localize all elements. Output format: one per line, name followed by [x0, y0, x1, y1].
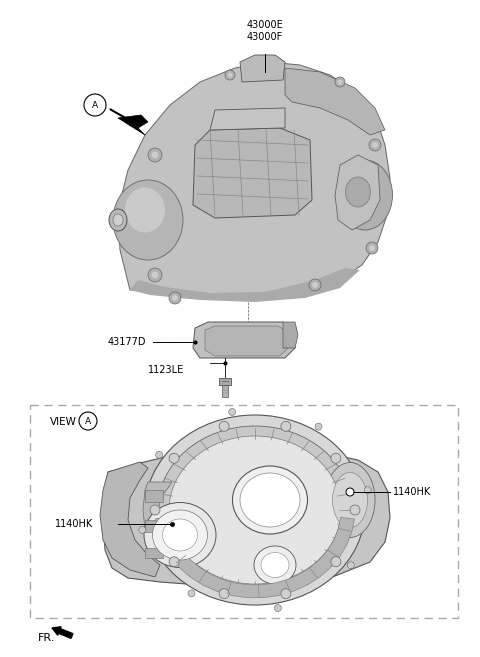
Ellipse shape: [240, 473, 300, 527]
Ellipse shape: [254, 546, 296, 584]
Circle shape: [169, 292, 181, 304]
Circle shape: [228, 72, 232, 78]
Circle shape: [152, 152, 158, 158]
Polygon shape: [118, 115, 148, 135]
Circle shape: [139, 526, 146, 533]
Ellipse shape: [163, 519, 197, 551]
Circle shape: [225, 70, 235, 80]
Ellipse shape: [153, 510, 207, 560]
Ellipse shape: [333, 472, 368, 528]
Text: 1123LE: 1123LE: [148, 365, 184, 375]
Circle shape: [312, 282, 318, 288]
Circle shape: [156, 451, 163, 458]
Circle shape: [372, 142, 378, 148]
Circle shape: [309, 279, 321, 291]
Polygon shape: [193, 322, 295, 358]
Text: VIEW: VIEW: [50, 417, 77, 427]
Polygon shape: [285, 68, 385, 135]
Polygon shape: [143, 482, 175, 548]
Circle shape: [219, 421, 229, 431]
Ellipse shape: [113, 214, 123, 226]
Ellipse shape: [232, 466, 308, 534]
Bar: [222, 385, 228, 397]
Bar: [145, 548, 163, 558]
Bar: [145, 520, 163, 532]
Text: 1140HK: 1140HK: [393, 487, 431, 497]
Circle shape: [350, 505, 360, 515]
Circle shape: [369, 245, 375, 251]
Circle shape: [188, 590, 195, 597]
Polygon shape: [100, 462, 160, 577]
Circle shape: [84, 94, 106, 116]
Ellipse shape: [145, 415, 365, 605]
Circle shape: [152, 271, 158, 279]
Text: FR.: FR.: [38, 633, 55, 643]
Bar: [30, 405, 458, 618]
Circle shape: [335, 77, 345, 87]
Circle shape: [150, 505, 160, 515]
Circle shape: [369, 139, 381, 151]
FancyArrow shape: [52, 627, 73, 639]
Bar: [145, 490, 163, 502]
Ellipse shape: [144, 503, 216, 568]
Polygon shape: [240, 55, 285, 82]
Circle shape: [228, 409, 236, 415]
Ellipse shape: [157, 426, 352, 594]
Circle shape: [148, 268, 162, 282]
Circle shape: [79, 412, 97, 430]
Text: 1140HK: 1140HK: [55, 519, 93, 529]
Circle shape: [172, 295, 178, 301]
Text: A: A: [92, 101, 98, 110]
Circle shape: [281, 421, 291, 431]
Circle shape: [315, 423, 322, 430]
Polygon shape: [103, 449, 390, 586]
Circle shape: [364, 487, 371, 493]
Circle shape: [281, 589, 291, 599]
Ellipse shape: [337, 160, 393, 230]
Ellipse shape: [346, 177, 371, 207]
Ellipse shape: [109, 209, 127, 231]
Bar: [219, 378, 231, 385]
Ellipse shape: [113, 180, 183, 260]
Circle shape: [366, 242, 378, 254]
Circle shape: [331, 556, 341, 567]
Polygon shape: [130, 268, 360, 302]
Circle shape: [169, 556, 179, 567]
Circle shape: [331, 453, 341, 463]
Ellipse shape: [325, 463, 375, 537]
Polygon shape: [210, 108, 285, 130]
Polygon shape: [205, 326, 288, 356]
Ellipse shape: [261, 553, 289, 578]
Circle shape: [169, 453, 179, 463]
Circle shape: [219, 589, 229, 599]
Polygon shape: [118, 62, 390, 300]
Circle shape: [348, 562, 354, 569]
Circle shape: [337, 79, 343, 85]
Polygon shape: [156, 518, 355, 598]
Ellipse shape: [125, 187, 165, 233]
Polygon shape: [283, 322, 298, 348]
Circle shape: [148, 148, 162, 162]
Text: 43000F: 43000F: [247, 32, 283, 42]
Ellipse shape: [169, 436, 341, 584]
Polygon shape: [335, 155, 380, 230]
Text: 43000E: 43000E: [247, 20, 283, 30]
Text: 43177D: 43177D: [108, 337, 146, 347]
Circle shape: [275, 604, 281, 612]
Polygon shape: [193, 128, 312, 218]
Circle shape: [346, 488, 354, 496]
Text: A: A: [85, 417, 91, 426]
